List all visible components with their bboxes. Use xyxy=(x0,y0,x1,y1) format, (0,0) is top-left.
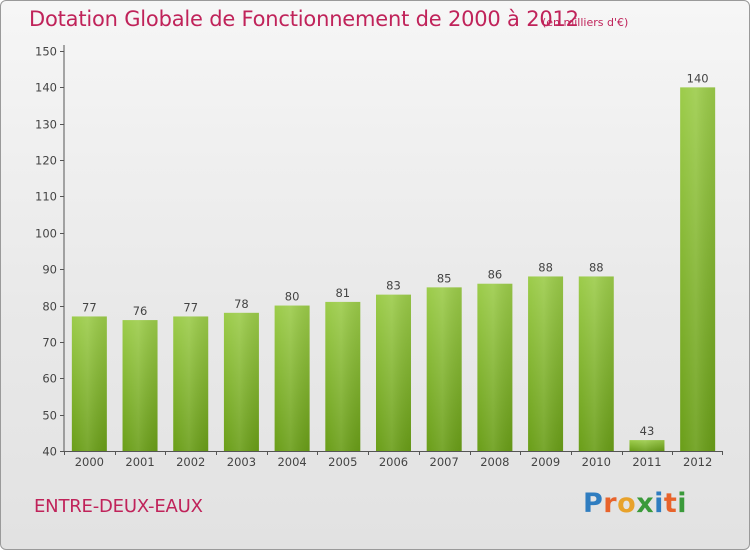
x-tick-label-2006: 2006 xyxy=(379,455,408,469)
commune-name: ENTRE-DEUX-EAUX xyxy=(34,496,203,517)
value-label-2006: 83 xyxy=(386,279,401,293)
bar-shine-2001 xyxy=(122,320,158,451)
bar-shine-2000 xyxy=(71,316,107,451)
logo-letter: i xyxy=(654,488,664,519)
value-label-2011: 43 xyxy=(640,424,655,438)
value-label-2008: 86 xyxy=(488,268,503,282)
x-tick-label-2012: 2012 xyxy=(683,455,712,469)
chart-unit: (en milliers d'€) xyxy=(542,16,629,29)
x-tick-label-2011: 2011 xyxy=(632,455,661,469)
y-tick-label-90: 90 xyxy=(42,263,57,277)
bar-shine-2012 xyxy=(680,87,716,451)
y-tick-label-40: 40 xyxy=(42,445,57,459)
proxiti-logo[interactable]: Proxiti xyxy=(583,488,687,519)
bar-shine-2005 xyxy=(325,301,361,451)
value-label-2003: 78 xyxy=(234,297,249,311)
value-label-2001: 76 xyxy=(133,304,148,318)
value-label-2007: 85 xyxy=(437,271,452,285)
logo-letter: P xyxy=(583,488,604,519)
logo-letter: x xyxy=(636,488,655,519)
logo-letter: o xyxy=(617,488,637,519)
y-tick-label-110: 110 xyxy=(35,190,57,204)
y-tick-label-70: 70 xyxy=(42,336,57,350)
value-label-2010: 88 xyxy=(589,260,604,274)
bar-shine-2008 xyxy=(477,283,513,451)
y-tick-label-50: 50 xyxy=(42,409,57,423)
y-tick-label-120: 120 xyxy=(35,154,57,168)
bar-shine-2011 xyxy=(629,440,665,451)
bar-shine-2003 xyxy=(223,312,259,451)
bar-shine-2009 xyxy=(528,276,564,451)
logo-letter: t xyxy=(663,488,678,519)
x-tick-label-2000: 2000 xyxy=(75,455,104,469)
value-label-2002: 77 xyxy=(183,300,198,314)
x-tick-label-2002: 2002 xyxy=(176,455,205,469)
x-tick-label-2004: 2004 xyxy=(277,455,306,469)
bar-shine-2004 xyxy=(274,305,310,451)
y-tick-label-100: 100 xyxy=(35,227,57,241)
value-label-2000: 77 xyxy=(82,300,97,314)
bar-shine-2007 xyxy=(426,287,462,451)
y-tick-label-130: 130 xyxy=(35,118,57,132)
value-label-2009: 88 xyxy=(538,260,553,274)
axis-layer: 40 50 60 70 80 90 100 110 120 130 140 150 2000 2001 20… xyxy=(35,45,723,469)
y-tick-label-80: 80 xyxy=(42,300,57,314)
bars-layer: 77 76 77 78 80 81 83 85 86 88 88 43 140 xyxy=(71,71,716,451)
logo-letter: i xyxy=(677,488,688,519)
value-label-2004: 80 xyxy=(285,290,300,304)
bar-shine-2006 xyxy=(376,294,411,451)
y-tick-label-60: 60 xyxy=(42,372,57,386)
x-tick-label-2005: 2005 xyxy=(328,455,357,469)
chart-title: Dotation Globale de Fonctionnement de 20… xyxy=(29,7,579,31)
x-tick-label-2010: 2010 xyxy=(582,455,611,469)
y-tick-label-140: 140 xyxy=(35,81,57,95)
x-tick-label-2003: 2003 xyxy=(227,455,256,469)
x-tick-label-2001: 2001 xyxy=(125,455,154,469)
value-label-2012: 140 xyxy=(687,71,709,85)
bar-shine-2010 xyxy=(578,276,614,451)
value-label-2005: 81 xyxy=(335,286,350,300)
y-tick-label-150: 150 xyxy=(35,45,57,59)
x-tick-label-2007: 2007 xyxy=(430,455,459,469)
logo-letter: r xyxy=(603,488,618,519)
x-tick-label-2008: 2008 xyxy=(480,455,509,469)
bar-shine-2002 xyxy=(173,316,209,451)
x-tick-label-2009: 2009 xyxy=(531,455,560,469)
